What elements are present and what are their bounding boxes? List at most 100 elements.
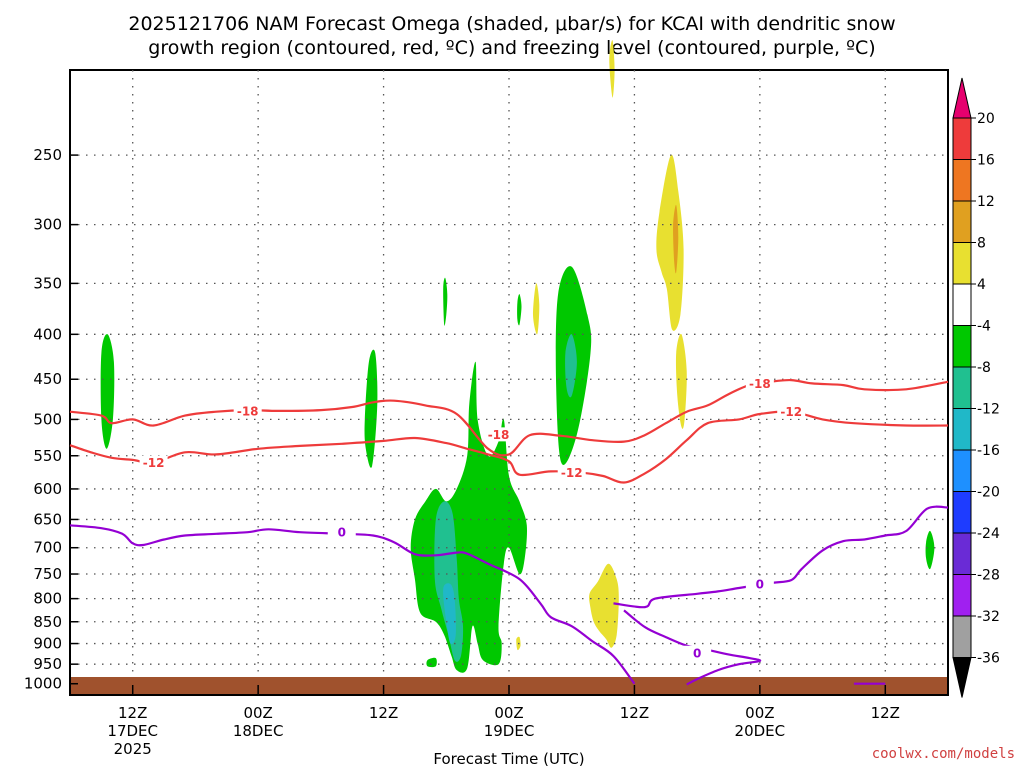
y-tick-label: 950 bbox=[33, 655, 62, 673]
contour-label: 0 bbox=[693, 646, 701, 660]
y-tick-label: 350 bbox=[33, 274, 62, 292]
x-tick-label: 12Z bbox=[620, 704, 649, 722]
contour-label-bg bbox=[745, 376, 774, 391]
omega-shade-region bbox=[443, 277, 448, 326]
contour-lines: -18 -18 -18 -12 -12 -12 0 0 0 bbox=[69, 376, 949, 686]
contour-line bbox=[69, 524, 636, 685]
omega-shade-region bbox=[656, 154, 684, 331]
colorbar-segment bbox=[952, 449, 972, 492]
colorbar-segment bbox=[952, 532, 972, 575]
y-tick-label: 550 bbox=[33, 447, 62, 465]
y-tick-label: 250 bbox=[33, 146, 62, 164]
y-tick-label: 650 bbox=[33, 510, 62, 528]
colorbar-label: -16 bbox=[977, 443, 1000, 459]
y-tick-label: 600 bbox=[33, 480, 62, 498]
contour-label: -12 bbox=[780, 405, 802, 419]
colorbar-segment bbox=[952, 615, 972, 658]
colorbar-label: 12 bbox=[977, 194, 995, 210]
colorbar-segment bbox=[952, 159, 972, 202]
contour-label-bg bbox=[327, 525, 356, 540]
y-tick-label: 900 bbox=[33, 635, 62, 653]
x-tick-label: 20DEC bbox=[735, 722, 786, 740]
contour-label: -12 bbox=[143, 456, 165, 470]
x-tick-label: 19DEC bbox=[484, 722, 535, 740]
colorbar-label: 20 bbox=[977, 111, 995, 127]
y-tick-label: 500 bbox=[33, 410, 62, 428]
y-tick-label: 300 bbox=[33, 216, 62, 234]
colorbar-segment bbox=[952, 325, 972, 368]
colorbar-label: 8 bbox=[977, 236, 986, 252]
colorbar-label: -32 bbox=[977, 609, 1000, 625]
contour-line bbox=[69, 378, 949, 457]
contour-label: 0 bbox=[338, 526, 346, 540]
contour-label-bg bbox=[484, 427, 513, 442]
omega-shade-region bbox=[517, 294, 522, 326]
colorbar-top-arrow bbox=[952, 77, 972, 119]
omega-shade-region bbox=[565, 334, 577, 398]
contour-label: -18 bbox=[488, 428, 510, 442]
x-tick-label: 12Z bbox=[118, 704, 147, 722]
colorbar-label: 4 bbox=[977, 277, 986, 293]
colorbar-label: -4 bbox=[977, 319, 991, 335]
colorbar-segment bbox=[952, 574, 972, 617]
x-tick-label: 00Z bbox=[243, 704, 272, 722]
contour-line bbox=[613, 505, 949, 609]
contour-label-bg bbox=[233, 403, 262, 418]
x-tick-label: 18DEC bbox=[233, 722, 284, 740]
y-tick-label: 400 bbox=[33, 325, 62, 343]
x-tick-label: 00Z bbox=[494, 704, 523, 722]
x-tick-label: 2025 bbox=[114, 740, 152, 758]
contour-label-bg bbox=[139, 455, 168, 470]
colorbar-segment bbox=[952, 491, 972, 534]
chart-title-line2: growth region (contoured, red, ºC) and f… bbox=[148, 37, 875, 59]
colorbar-label: -24 bbox=[977, 526, 1000, 542]
contour-label-bg bbox=[745, 577, 774, 592]
colorbar-segment bbox=[952, 200, 972, 243]
colorbar-label: -36 bbox=[977, 651, 1000, 667]
colorbar-label: -20 bbox=[977, 485, 1000, 501]
omega-shade-region bbox=[673, 204, 679, 274]
colorbar-bottom-arrow bbox=[952, 657, 972, 698]
contour-label-bg bbox=[683, 645, 712, 660]
colorbar-segment bbox=[952, 366, 972, 409]
contour-label: -12 bbox=[561, 466, 583, 480]
colorbar-label: -12 bbox=[977, 402, 1000, 418]
colorbar-segment bbox=[952, 242, 972, 285]
credit-label: coolwx.com/models bbox=[872, 746, 1015, 762]
x-axis-label: Forecast Time (UTC) bbox=[433, 750, 584, 768]
omega-shade-region bbox=[675, 333, 687, 429]
omega-shade-region bbox=[100, 334, 115, 449]
colorbar-segment bbox=[952, 283, 972, 326]
contour-line bbox=[623, 609, 762, 686]
contour-line bbox=[69, 410, 949, 484]
contour-label: 0 bbox=[756, 578, 764, 592]
x-tick-label: 12Z bbox=[871, 704, 900, 722]
colorbar-segment bbox=[952, 117, 972, 160]
colorbar-label: -28 bbox=[977, 568, 1000, 584]
contour-label: -18 bbox=[749, 377, 771, 391]
contour-label-bg bbox=[557, 465, 586, 480]
colorbar-label: -8 bbox=[977, 360, 991, 376]
contour-label-bg bbox=[777, 404, 806, 419]
x-tick-label: 17DEC bbox=[107, 722, 158, 740]
colorbar-label: 16 bbox=[977, 153, 995, 169]
x-tick-label: 00Z bbox=[745, 704, 774, 722]
y-tick-label: 1000 bbox=[24, 675, 62, 693]
omega-shade-region bbox=[410, 361, 528, 673]
y-axis-ticks: 250 300 350 400 450 500 550 600 650 700 750 800 850 9… bbox=[24, 146, 78, 693]
omega-shade-region bbox=[925, 530, 935, 570]
grid-lines bbox=[70, 70, 948, 695]
omega-shade-region bbox=[589, 563, 619, 648]
chart-title-line1: 2025121706 NAM Forecast Omega (shaded, μ… bbox=[128, 13, 895, 35]
omega-shade-region bbox=[364, 349, 378, 468]
omega-shade-region bbox=[609, 40, 615, 98]
y-tick-label: 800 bbox=[33, 590, 62, 608]
omega-shade-region bbox=[434, 501, 464, 662]
x-tick-label: 12Z bbox=[369, 704, 398, 722]
omega-shading bbox=[100, 40, 935, 673]
contour-label: -18 bbox=[237, 404, 259, 418]
y-tick-label: 700 bbox=[33, 539, 62, 557]
